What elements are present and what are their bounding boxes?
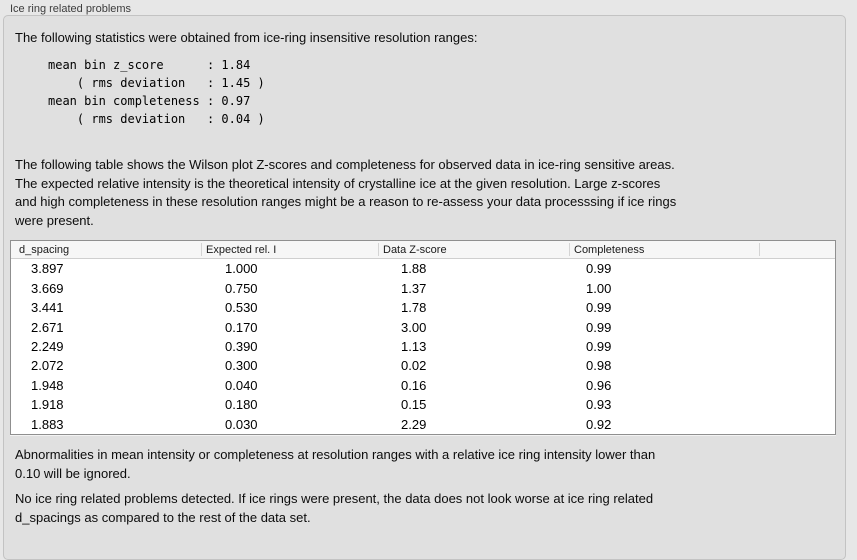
column-header-completeness[interactable]: Completeness	[569, 241, 759, 258]
cell-expected-rel-i: 0.300	[225, 358, 258, 374]
table-row[interactable]: 1.918 0.180 0.15 0.93	[11, 395, 835, 414]
stats-block: mean bin z_score : 1.84 ( rms deviation …	[48, 58, 265, 126]
cell-completeness: 1.00	[586, 280, 612, 296]
column-header-data-z-score[interactable]: Data Z-score	[378, 241, 569, 258]
cell-completeness: 0.98	[586, 358, 612, 374]
panel-title: Ice ring related problems	[10, 3, 132, 15]
intro-text: The following statistics were obtained f…	[15, 30, 478, 45]
cell-d-spacing: 2.671	[31, 319, 64, 335]
cell-data-z-score: 0.02	[401, 358, 427, 374]
cell-d-spacing: 3.441	[31, 300, 64, 316]
cell-data-z-score: 1.37	[401, 280, 427, 296]
cell-expected-rel-i: 0.750	[225, 280, 258, 296]
cell-expected-rel-i: 0.390	[225, 338, 258, 354]
ice-ring-table: d_spacing Expected rel. I Data Z-score C…	[10, 240, 836, 435]
cell-expected-rel-i: 1.000	[225, 261, 258, 277]
table-header-row: d_spacing Expected rel. I Data Z-score C…	[11, 241, 835, 259]
cell-d-spacing: 2.072	[31, 358, 64, 374]
cell-data-z-score: 1.78	[401, 300, 427, 316]
note-text: Abnormalities in mean intensity or compl…	[15, 446, 655, 483]
table-row[interactable]: 1.883 0.030 2.29 0.92	[11, 415, 835, 434]
cell-data-z-score: 1.88	[401, 261, 427, 277]
cell-data-z-score: 0.16	[401, 377, 427, 393]
cell-completeness: 0.99	[586, 319, 612, 335]
table-row[interactable]: 3.897 1.000 1.88 0.99	[11, 259, 835, 278]
cell-data-z-score: 3.00	[401, 319, 427, 335]
table-row[interactable]: 3.669 0.750 1.37 1.00	[11, 278, 835, 297]
table-body: 3.897 1.000 1.88 0.99 3.669 0.750 1.37 1…	[11, 259, 835, 434]
cell-expected-rel-i: 0.170	[225, 319, 258, 335]
cell-completeness: 0.99	[586, 261, 612, 277]
cell-completeness: 0.93	[586, 397, 612, 413]
cell-d-spacing: 1.948	[31, 377, 64, 393]
cell-d-spacing: 1.918	[31, 397, 64, 413]
cell-completeness: 0.99	[586, 300, 612, 316]
column-header-d-spacing[interactable]: d_spacing	[19, 243, 70, 256]
cell-completeness: 0.96	[586, 377, 612, 393]
cell-data-z-score: 2.29	[401, 416, 427, 432]
cell-completeness: 0.92	[586, 416, 612, 432]
cell-d-spacing: 3.669	[31, 280, 64, 296]
cell-expected-rel-i: 0.530	[225, 300, 258, 316]
conclusion-line: No ice ring related problems detected. I…	[15, 491, 654, 506]
description-line: The following table shows the Wilson plo…	[15, 157, 675, 172]
table-row[interactable]: 1.948 0.040 0.16 0.96	[11, 376, 835, 395]
cell-d-spacing: 1.883	[31, 416, 64, 432]
cell-expected-rel-i: 0.040	[225, 377, 258, 393]
cell-completeness: 0.99	[586, 338, 612, 354]
table-row[interactable]: 2.072 0.300 0.02 0.98	[11, 356, 835, 375]
description-line: and high completeness in these resolutio…	[15, 194, 677, 209]
table-row[interactable]: 3.441 0.530 1.78 0.99	[11, 298, 835, 317]
note-line: Abnormalities in mean intensity or compl…	[15, 447, 656, 462]
cell-data-z-score: 1.13	[401, 338, 427, 354]
cell-data-z-score: 0.15	[401, 397, 427, 413]
cell-d-spacing: 2.249	[31, 338, 64, 354]
cell-expected-rel-i: 0.180	[225, 397, 258, 413]
description-line: The expected relative intensity is the t…	[15, 175, 661, 191]
description-line: were present.	[15, 212, 94, 228]
cell-d-spacing: 3.897	[31, 261, 64, 277]
conclusion-line: d_spacings as compared to the rest of th…	[15, 509, 311, 525]
table-description: The following table shows the Wilson plo…	[15, 156, 676, 230]
table-row[interactable]: 2.249 0.390 1.13 0.99	[11, 337, 835, 356]
conclusion-text: No ice ring related problems detected. I…	[15, 490, 653, 527]
column-header-empty	[759, 241, 835, 258]
cell-expected-rel-i: 0.030	[225, 416, 258, 432]
column-header-expected-rel-i[interactable]: Expected rel. I	[201, 241, 378, 258]
note-line: 0.10 will be ignored.	[15, 465, 131, 481]
table-row[interactable]: 2.671 0.170 3.00 0.99	[11, 317, 835, 336]
